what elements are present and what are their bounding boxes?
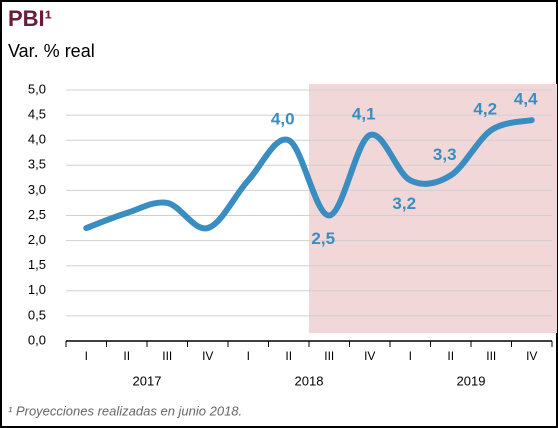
data-label: 3,2 — [392, 194, 416, 213]
y-tick-label: 5,0 — [28, 81, 46, 96]
x-tick-label: III — [324, 349, 334, 363]
data-label: 2,5 — [311, 229, 335, 248]
x-tick-label: I — [409, 349, 412, 363]
x-tick-label: I — [85, 349, 88, 363]
x-tick-label: I — [247, 349, 250, 363]
y-tick-label: 3,0 — [28, 182, 46, 197]
data-label: 3,3 — [433, 145, 457, 164]
y-tick-label: 3,5 — [28, 157, 46, 172]
y-tick-label: 0,5 — [28, 307, 46, 322]
year-label: 2019 — [457, 373, 486, 388]
x-tick-label: IV — [526, 349, 537, 363]
year-label: 2017 — [133, 373, 162, 388]
x-tick-label: III — [486, 349, 496, 363]
x-tick-label: IV — [202, 349, 213, 363]
line — [83, 117, 535, 232]
y-tick-label: 1,5 — [28, 257, 46, 272]
data-label: 4,0 — [271, 110, 295, 129]
chart-title: PBI¹ — [8, 6, 52, 31]
data-label: 4,2 — [473, 100, 497, 119]
y-tick-label: 4,0 — [28, 132, 46, 147]
x-tick-label: III — [162, 349, 172, 363]
x-tick-label: II — [123, 349, 130, 363]
year-label: 2018 — [295, 373, 324, 388]
x-tick-label: IV — [364, 349, 375, 363]
projection-area — [309, 84, 557, 333]
y-tick-label: 2,5 — [28, 207, 46, 222]
data-label: 4,1 — [352, 105, 376, 124]
y-tick-label: 0,0 — [28, 332, 46, 347]
x-tick-label: II — [285, 349, 292, 363]
y-tick-label: 2,0 — [28, 232, 46, 247]
x-tick-label: II — [447, 349, 454, 363]
chart-subtitle: Var. % real — [8, 41, 95, 61]
y-tick-label: 4,5 — [28, 107, 46, 122]
data-label: 4,4 — [514, 90, 538, 109]
y-tick-label: 1,0 — [28, 282, 46, 297]
footnote: ¹ Proyecciones realizadas en junio 2018. — [8, 403, 242, 418]
